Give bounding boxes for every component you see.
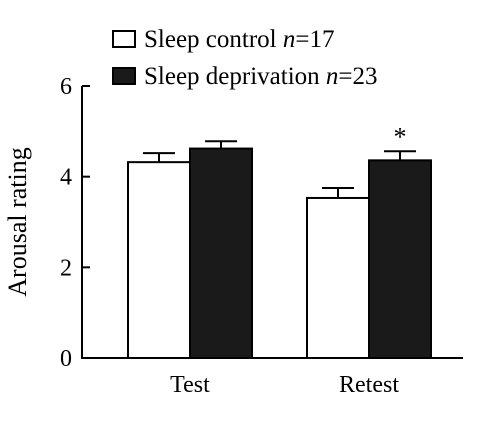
legend-swatch-control (112, 30, 136, 48)
legend-n-control: n (283, 26, 296, 53)
bar (127, 161, 191, 359)
legend: Sleep control n=17 Sleep deprivation n=2… (112, 26, 378, 90)
x-category-label: Retest (339, 372, 399, 398)
legend-label-deprivation: Sleep deprivation n=23 (144, 63, 378, 90)
y-tick-label: 2 (60, 255, 72, 281)
bars: * (127, 122, 432, 359)
y-tick-label: 6 (60, 74, 72, 100)
legend-item-control: Sleep control n=17 (112, 26, 334, 53)
bar (189, 147, 253, 359)
legend-label-control: Sleep control n=17 (144, 26, 334, 53)
bar (368, 159, 432, 359)
legend-swatch-deprivation (112, 67, 136, 85)
category-labels: Test Retest (170, 372, 399, 398)
y-axis-label: Arousal rating (3, 147, 32, 296)
significance-marker: * (394, 122, 407, 151)
x-category-label: Test (170, 372, 210, 398)
legend-n-deprivation: n (326, 63, 339, 90)
legend-item-deprivation: Sleep deprivation n=23 (112, 63, 378, 90)
bar (306, 196, 370, 359)
y-ticks: 0 2 4 6 (60, 74, 90, 372)
y-tick-label: 0 (60, 346, 72, 372)
y-tick-label: 4 (60, 165, 72, 191)
